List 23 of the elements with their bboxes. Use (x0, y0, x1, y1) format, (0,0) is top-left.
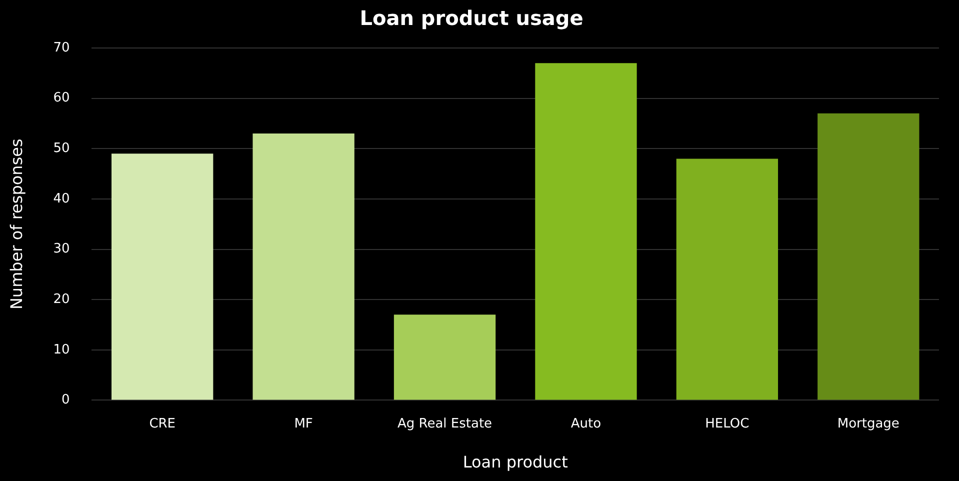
bar (112, 154, 214, 400)
x-tick-label: Mortgage (837, 416, 900, 432)
x-tick-label: Ag Real Estate (397, 416, 492, 432)
bar (252, 134, 354, 400)
y-tick-label: 20 (53, 292, 70, 307)
y-tick-label: 30 (53, 242, 70, 257)
y-tick-label: 10 (53, 342, 70, 358)
y-axis-title: Number of responses (6, 138, 26, 310)
x-tick-label: CRE (149, 416, 176, 432)
bar (535, 63, 637, 400)
x-tick-label: MF (294, 416, 313, 432)
x-tick-label: HELOC (705, 416, 750, 432)
y-tick-label: 60 (53, 90, 70, 106)
x-tick-label: Auto (570, 416, 602, 432)
x-axis-title: Loan product (462, 452, 568, 472)
y-tick-label: 0 (61, 392, 70, 408)
y-tick-label: 50 (53, 141, 70, 156)
y-tick-label: 70 (53, 40, 70, 56)
bar (818, 113, 920, 400)
bar (394, 314, 496, 400)
bar (676, 158, 778, 400)
chart-title: Loan product usage (360, 6, 584, 30)
y-tick-label: 40 (53, 191, 70, 206)
